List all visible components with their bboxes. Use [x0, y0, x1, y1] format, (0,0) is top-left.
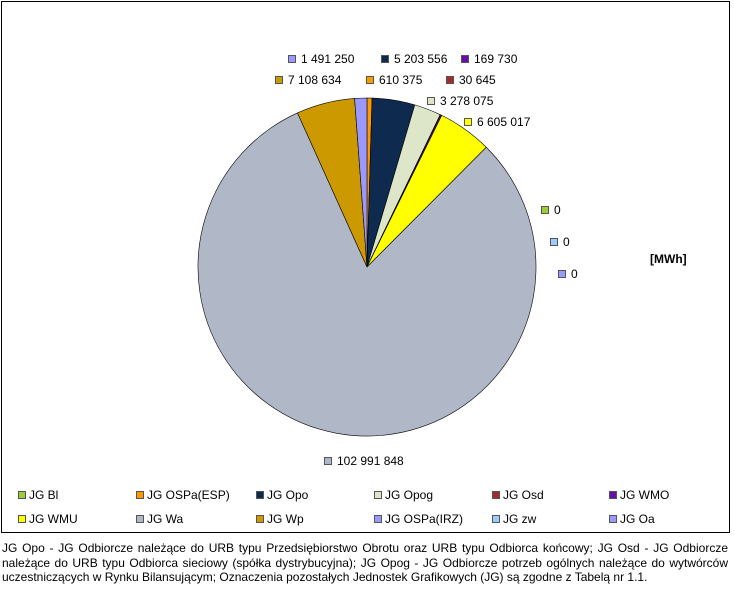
data-label: 0: [541, 203, 561, 217]
data-label: 5 203 556: [381, 52, 447, 66]
legend-label: JG Oa: [620, 512, 655, 526]
data-label-text: 3 278 075: [440, 94, 494, 108]
legend-item: JG WMO: [609, 488, 669, 502]
legend-item: JG WMU: [18, 512, 78, 526]
data-label: 0: [550, 235, 570, 249]
legend-swatch: [374, 490, 382, 499]
legend-item: JG Wa: [136, 512, 183, 526]
legend-swatch: [374, 514, 382, 523]
data-label-text: 6 605 017: [477, 115, 531, 129]
legend-label: JG Wp: [267, 512, 304, 526]
legend-swatch: [18, 490, 26, 499]
legend-swatch: [492, 490, 500, 499]
data-label-text: 0: [563, 235, 570, 249]
data-label: 7 108 634: [275, 73, 341, 87]
legend-swatch: [256, 490, 264, 499]
data-label-swatch: [275, 75, 283, 84]
legend-label: JG Opo: [267, 488, 309, 502]
data-label-text: 5 203 556: [394, 52, 448, 66]
pie-slice-jg-ospa-irz: [354, 97, 368, 268]
pie-chart: [197, 97, 537, 437]
legend-swatch: [136, 514, 144, 523]
legend-item: JG zw: [492, 512, 536, 526]
legend-item: JG Bl: [18, 488, 58, 502]
data-label-swatch: [558, 269, 566, 278]
data-label-swatch: [541, 205, 549, 214]
data-label-swatch: [366, 75, 374, 84]
pie-slice-jg-wa: [197, 112, 537, 437]
data-label: 30 645: [446, 73, 496, 87]
legend-label: JG WMU: [29, 512, 78, 526]
legend-item: JG Wp: [256, 512, 304, 526]
legend-label: JG OSPa(IRZ): [385, 512, 464, 526]
legend-swatch: [136, 490, 144, 499]
legend-label: JG WMO: [620, 488, 670, 502]
legend-item: JG OSPa(IRZ): [374, 512, 463, 526]
legend-swatch: [18, 514, 26, 523]
data-label-swatch: [381, 54, 389, 63]
data-label: 6 605 017: [464, 115, 530, 129]
unit-label: [MWh]: [650, 252, 687, 266]
legend-label: JG Bl: [29, 488, 59, 502]
data-label-text: 102 991 848: [337, 454, 404, 468]
data-label: 169 730: [461, 52, 517, 66]
data-label-text: 610 375: [379, 73, 423, 87]
legend-label: JG Opog: [385, 488, 434, 502]
data-label: 3 278 075: [427, 94, 493, 108]
legend-item: JG Opo: [256, 488, 308, 502]
data-label-text: 30 645: [459, 73, 496, 87]
legend-swatch: [256, 514, 264, 523]
legend-label: JG zw: [503, 512, 537, 526]
legend-item: JG Oa: [609, 512, 655, 526]
data-label-text: 169 730: [474, 52, 518, 66]
data-label-swatch: [324, 456, 332, 465]
data-label: 0: [558, 267, 578, 281]
data-label-swatch: [288, 54, 296, 63]
legend-item: JG Osd: [492, 488, 544, 502]
data-label: 610 375: [366, 73, 422, 87]
data-label-text: 1 491 250: [301, 52, 355, 66]
data-label: 102 991 848: [324, 454, 404, 468]
legend-item: JG Opog: [374, 488, 433, 502]
data-label-swatch: [464, 117, 472, 126]
data-label-swatch: [550, 237, 558, 246]
data-label-swatch: [427, 96, 435, 105]
legend-swatch: [492, 514, 500, 523]
data-label-text: 7 108 634: [288, 73, 342, 87]
data-label-swatch: [446, 75, 454, 84]
data-label: 1 491 250: [288, 52, 354, 66]
data-label-swatch: [461, 54, 469, 63]
legend-label: JG Osd: [503, 488, 544, 502]
chart-caption: JG Opo - JG Odbiorcze należące do URB ty…: [2, 541, 728, 584]
chart-area: [MWh] 0 610 375 5 203 556 3 278 075 30 645 16…: [1, 1, 730, 533]
legend-item: JG OSPa(ESP): [136, 488, 230, 502]
legend-label: JG Wa: [147, 512, 184, 526]
data-label-text: 0: [571, 267, 578, 281]
legend-swatch: [609, 490, 617, 499]
legend-label: JG OSPa(ESP): [147, 488, 230, 502]
legend-swatch: [609, 514, 617, 523]
data-label-text: 0: [554, 203, 561, 217]
